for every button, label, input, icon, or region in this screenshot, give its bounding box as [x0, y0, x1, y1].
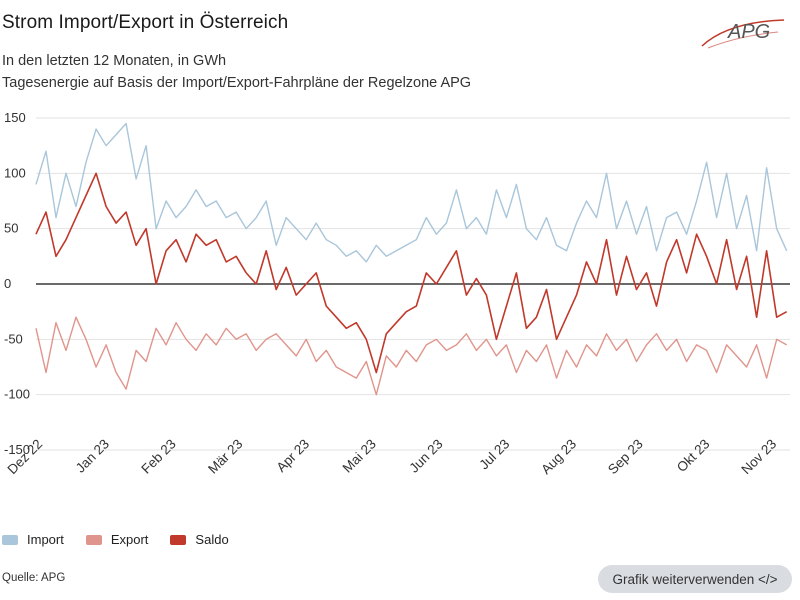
x-tick-label: Nov 23	[738, 436, 779, 477]
y-tick-label: 0	[4, 276, 11, 291]
legend-label-import: Import	[27, 532, 64, 547]
y-tick-label: -100	[4, 387, 30, 402]
legend-swatch-export	[85, 534, 102, 545]
x-tick-label: Jul 23	[476, 436, 512, 472]
series-line-import	[35, 122, 788, 263]
legend-item-export[interactable]: Export	[85, 532, 149, 547]
x-tick-label: Jan 23	[73, 436, 112, 475]
series-import	[35, 122, 788, 263]
y-tick-label: 100	[4, 165, 26, 180]
series-line-saldo	[35, 172, 788, 374]
y-tick-label: 150	[4, 110, 26, 125]
x-tick-label: Okt 23	[674, 436, 713, 475]
x-tick-label: Mai 23	[340, 436, 379, 475]
y-tick-label: -50	[4, 331, 23, 346]
legend-label-export: Export	[110, 532, 149, 547]
legend: Import Export Saldo	[2, 532, 251, 547]
chart-title: Strom Import/Export in Österreich	[2, 12, 289, 33]
y-tick-label: 50	[4, 221, 18, 236]
x-tick-label: Jun 23	[406, 436, 445, 475]
y-tick-label: -150	[4, 442, 30, 457]
source-note: Quelle: APG	[2, 572, 66, 584]
x-tick-label: Sep 23	[605, 436, 646, 477]
x-tick-label: Aug 23	[538, 436, 579, 477]
logo-text: APG	[727, 21, 770, 43]
x-tick-label: Mär 23	[205, 436, 245, 476]
chart-description: Tagesenergie auf Basis der Import/Export…	[2, 75, 472, 91]
apg-logo: APG	[701, 19, 785, 49]
legend-swatch-saldo	[170, 534, 187, 545]
x-tick-label: Apr 23	[274, 436, 313, 475]
x-tick-label: Feb 23	[138, 436, 178, 476]
series-line-export	[35, 316, 788, 396]
legend-swatch-import	[2, 534, 18, 545]
series-export	[35, 316, 788, 396]
series-saldo	[35, 172, 788, 374]
legend-item-import[interactable]: Import	[2, 532, 64, 547]
reuse-graphic-button[interactable]: Grafik weiterverwenden </>	[598, 565, 792, 593]
legend-item-saldo[interactable]: Saldo	[170, 532, 229, 547]
legend-label-saldo: Saldo	[195, 532, 229, 547]
chart-subtitle: In den letzten 12 Monaten, in GWh	[2, 53, 227, 69]
logo-swoosh-icon	[701, 19, 785, 47]
